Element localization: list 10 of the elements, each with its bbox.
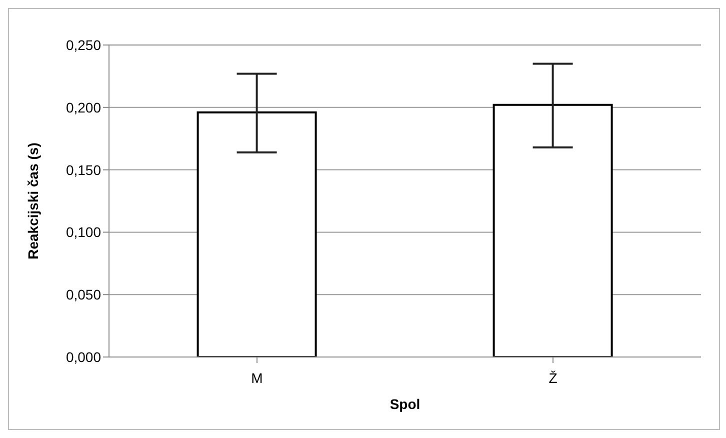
y-tick-label: 0,200 — [66, 99, 102, 116]
y-tick-label: 0,250 — [66, 36, 102, 53]
y-axis-title: Reakcijski čas (s) — [24, 142, 41, 260]
x-axis-title: Spol — [390, 396, 420, 412]
x-tick-label: M — [251, 370, 263, 386]
y-tick-label: 0,050 — [66, 286, 102, 303]
y-tick-label: 0,000 — [66, 348, 102, 365]
y-tick-label: 0,150 — [66, 162, 102, 178]
x-tick-label: Ž — [548, 370, 558, 386]
y-tick-label: 0,100 — [66, 224, 102, 240]
